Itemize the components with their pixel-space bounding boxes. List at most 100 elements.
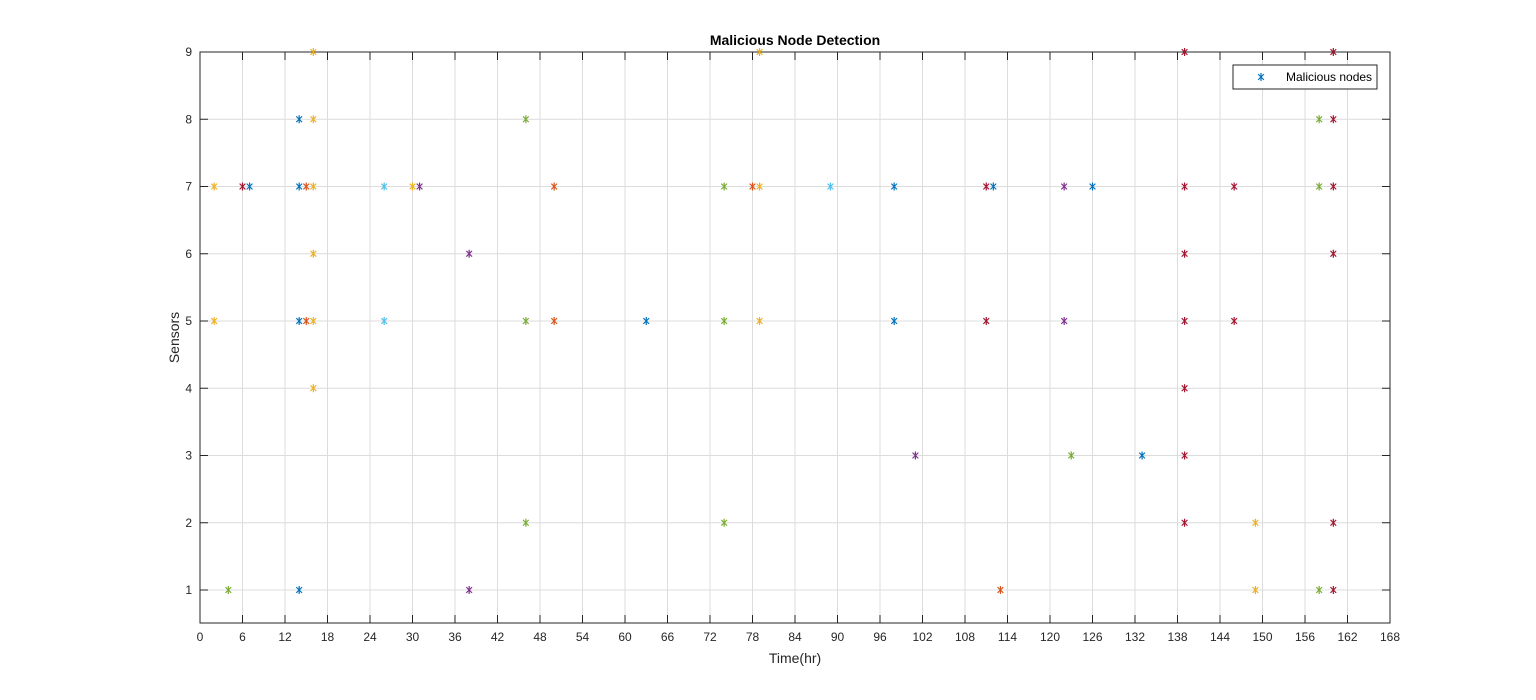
data-point — [1315, 586, 1323, 594]
x-tick-label: 108 — [955, 630, 975, 644]
data-point — [1181, 518, 1188, 527]
data-point — [912, 451, 919, 460]
x-tick-label: 102 — [912, 630, 932, 644]
data-point — [310, 182, 317, 191]
data-point — [1181, 317, 1188, 325]
data-point — [1181, 48, 1188, 56]
axis-ticks: 0 6 12 18 24 30 36 42 48 54 60 66 72 78 84 90 96 102 108 11… — [185, 45, 1400, 644]
x-tick-label: 60 — [618, 630, 632, 644]
x-tick-label: 150 — [1252, 630, 1272, 644]
data-point — [239, 182, 246, 191]
data-point — [1089, 182, 1096, 191]
data-point — [310, 384, 317, 393]
x-tick-label: 48 — [533, 630, 547, 644]
x-tick-label: 156 — [1295, 630, 1315, 644]
data-point — [310, 115, 317, 124]
x-tick-label: 162 — [1337, 630, 1357, 644]
data-point — [1330, 586, 1337, 594]
legend-label: Malicious nodes — [1286, 70, 1372, 84]
data-point — [1138, 451, 1146, 460]
data-point — [1330, 48, 1337, 56]
data-point — [1181, 182, 1188, 191]
data-point — [550, 182, 558, 191]
data-point — [756, 317, 763, 325]
x-tick-label: 54 — [576, 630, 590, 644]
data-point — [1330, 182, 1337, 191]
data-point — [749, 182, 756, 191]
data-point — [1181, 384, 1188, 393]
legend-box — [1232, 64, 1378, 90]
y-tick-label: 5 — [185, 314, 192, 328]
x-tick-label: 0 — [197, 630, 204, 644]
data-point — [522, 115, 530, 124]
data-point — [310, 249, 317, 258]
data-point — [210, 182, 218, 191]
data-point — [1330, 518, 1337, 527]
x-tick-label: 126 — [1082, 630, 1102, 644]
x-tick-label: 96 — [873, 630, 887, 644]
data-point — [720, 182, 728, 191]
data-point — [465, 586, 473, 594]
data-point — [302, 317, 310, 325]
x-tick-label: 138 — [1167, 630, 1187, 644]
y-tick-label: 7 — [185, 180, 192, 194]
data-point — [1330, 249, 1337, 258]
x-tick-label: 24 — [363, 630, 377, 644]
x-tick-label: 72 — [703, 630, 717, 644]
y-tick-label: 6 — [185, 247, 192, 261]
data-point — [1230, 317, 1238, 325]
x-tick-label: 12 — [278, 630, 292, 644]
legend: Malicious nodes — [1232, 64, 1378, 90]
y-tick-label: 4 — [185, 381, 192, 395]
y-axis-label: Sensors — [166, 312, 182, 363]
data-point — [890, 182, 898, 191]
data-point — [982, 317, 990, 325]
grid-lines — [199, 51, 1391, 623]
x-tick-label: 132 — [1125, 630, 1145, 644]
x-axis-label: Time(hr) — [769, 650, 821, 666]
data-point — [310, 317, 317, 325]
data-point — [1181, 249, 1188, 258]
x-tick-label: 78 — [746, 630, 760, 644]
data-point — [295, 182, 303, 191]
data-point — [522, 317, 530, 325]
data-point — [1067, 451, 1075, 460]
x-tick-label: 144 — [1210, 630, 1230, 644]
data-point — [982, 182, 990, 191]
data-point — [1230, 182, 1238, 191]
data-point — [310, 48, 317, 56]
data-point — [1060, 317, 1068, 325]
data-point — [990, 182, 997, 191]
x-tick-label: 6 — [239, 630, 246, 644]
x-tick-label: 120 — [1040, 630, 1060, 644]
data-point — [416, 182, 423, 191]
data-point — [1060, 182, 1068, 191]
y-tick-label: 8 — [185, 112, 192, 126]
data-point — [720, 518, 728, 527]
x-tick-label: 36 — [448, 630, 462, 644]
data-point — [295, 317, 303, 325]
y-tick-label: 2 — [185, 516, 192, 530]
data-point — [409, 182, 416, 191]
data-point — [890, 317, 898, 325]
data-point — [210, 317, 218, 325]
data-point — [302, 182, 310, 191]
data-point — [827, 182, 834, 191]
data-point — [465, 249, 473, 258]
x-tick-label: 84 — [788, 630, 802, 644]
data-point — [756, 48, 763, 56]
data-point — [1181, 451, 1188, 460]
data-point — [522, 518, 530, 527]
data-point — [380, 317, 388, 325]
data-point — [1315, 115, 1323, 124]
x-tick-label: 168 — [1380, 630, 1400, 644]
legend-marker — [1257, 73, 1265, 81]
x-tick-label: 30 — [406, 630, 420, 644]
data-point — [1315, 182, 1323, 191]
y-tick-label: 9 — [185, 45, 192, 59]
data-point — [295, 586, 303, 594]
data-point — [380, 182, 388, 191]
x-tick-label: 90 — [831, 630, 845, 644]
y-tick-label: 3 — [185, 449, 192, 463]
data-markers — [210, 48, 1337, 594]
